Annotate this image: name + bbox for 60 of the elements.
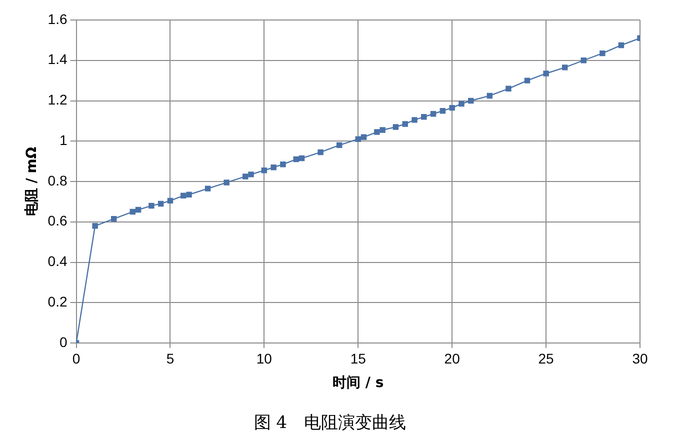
x-tick-label: 0 [72,350,80,366]
point [618,42,624,48]
point [130,208,136,215]
point [318,149,324,156]
point [580,58,586,64]
point [158,200,164,207]
point [298,155,305,162]
x-tick-label: 25 [538,350,554,366]
point [506,86,512,92]
point [421,114,427,120]
point [167,198,174,204]
x-tick-label: 10 [256,350,272,366]
y-tick-label: 0.4 [48,253,68,270]
point [374,129,380,135]
point [248,172,254,178]
point [524,78,530,84]
text: 图 4 电阻演变曲线 [254,413,406,434]
point [430,111,436,117]
point [440,108,446,114]
point [360,134,367,140]
point [380,127,386,133]
y-tick-label: 0.8 [48,172,68,188]
point [148,202,154,209]
point [280,161,286,168]
point [110,216,117,222]
point [392,124,399,130]
point [261,168,268,174]
x-tick-label: 15 [350,350,366,366]
point [204,186,211,192]
point [412,117,418,123]
point [180,192,186,198]
point [135,206,142,213]
point [270,164,276,170]
point [458,100,464,107]
point [186,192,192,198]
x-tick-label: 5 [166,350,174,366]
y-axis-title: 电阻 / mΩ [24,146,40,216]
point [600,50,606,56]
point [562,64,568,70]
y-tick-label: 0.2 [48,293,68,310]
point [293,156,299,162]
x-tick-label: 30 [632,350,648,366]
y-tick-label: 1.2 [48,92,68,108]
point [355,136,361,142]
point [486,92,493,99]
point [224,180,230,186]
point [543,70,549,76]
point [402,121,408,127]
x-tick-label: 20 [444,350,460,366]
x-axis-title: 时间 / s [332,374,384,391]
point [449,104,455,111]
y-tick-label: 0.6 [48,212,68,229]
point [468,98,474,104]
y-tick-label: 0 [59,334,68,350]
point [92,223,98,229]
y-tick-label: 1.6 [48,10,68,27]
y-tick-label: 1.4 [48,51,68,68]
point [242,174,248,180]
point [336,142,342,148]
y-tick-label: 1 [59,132,68,148]
